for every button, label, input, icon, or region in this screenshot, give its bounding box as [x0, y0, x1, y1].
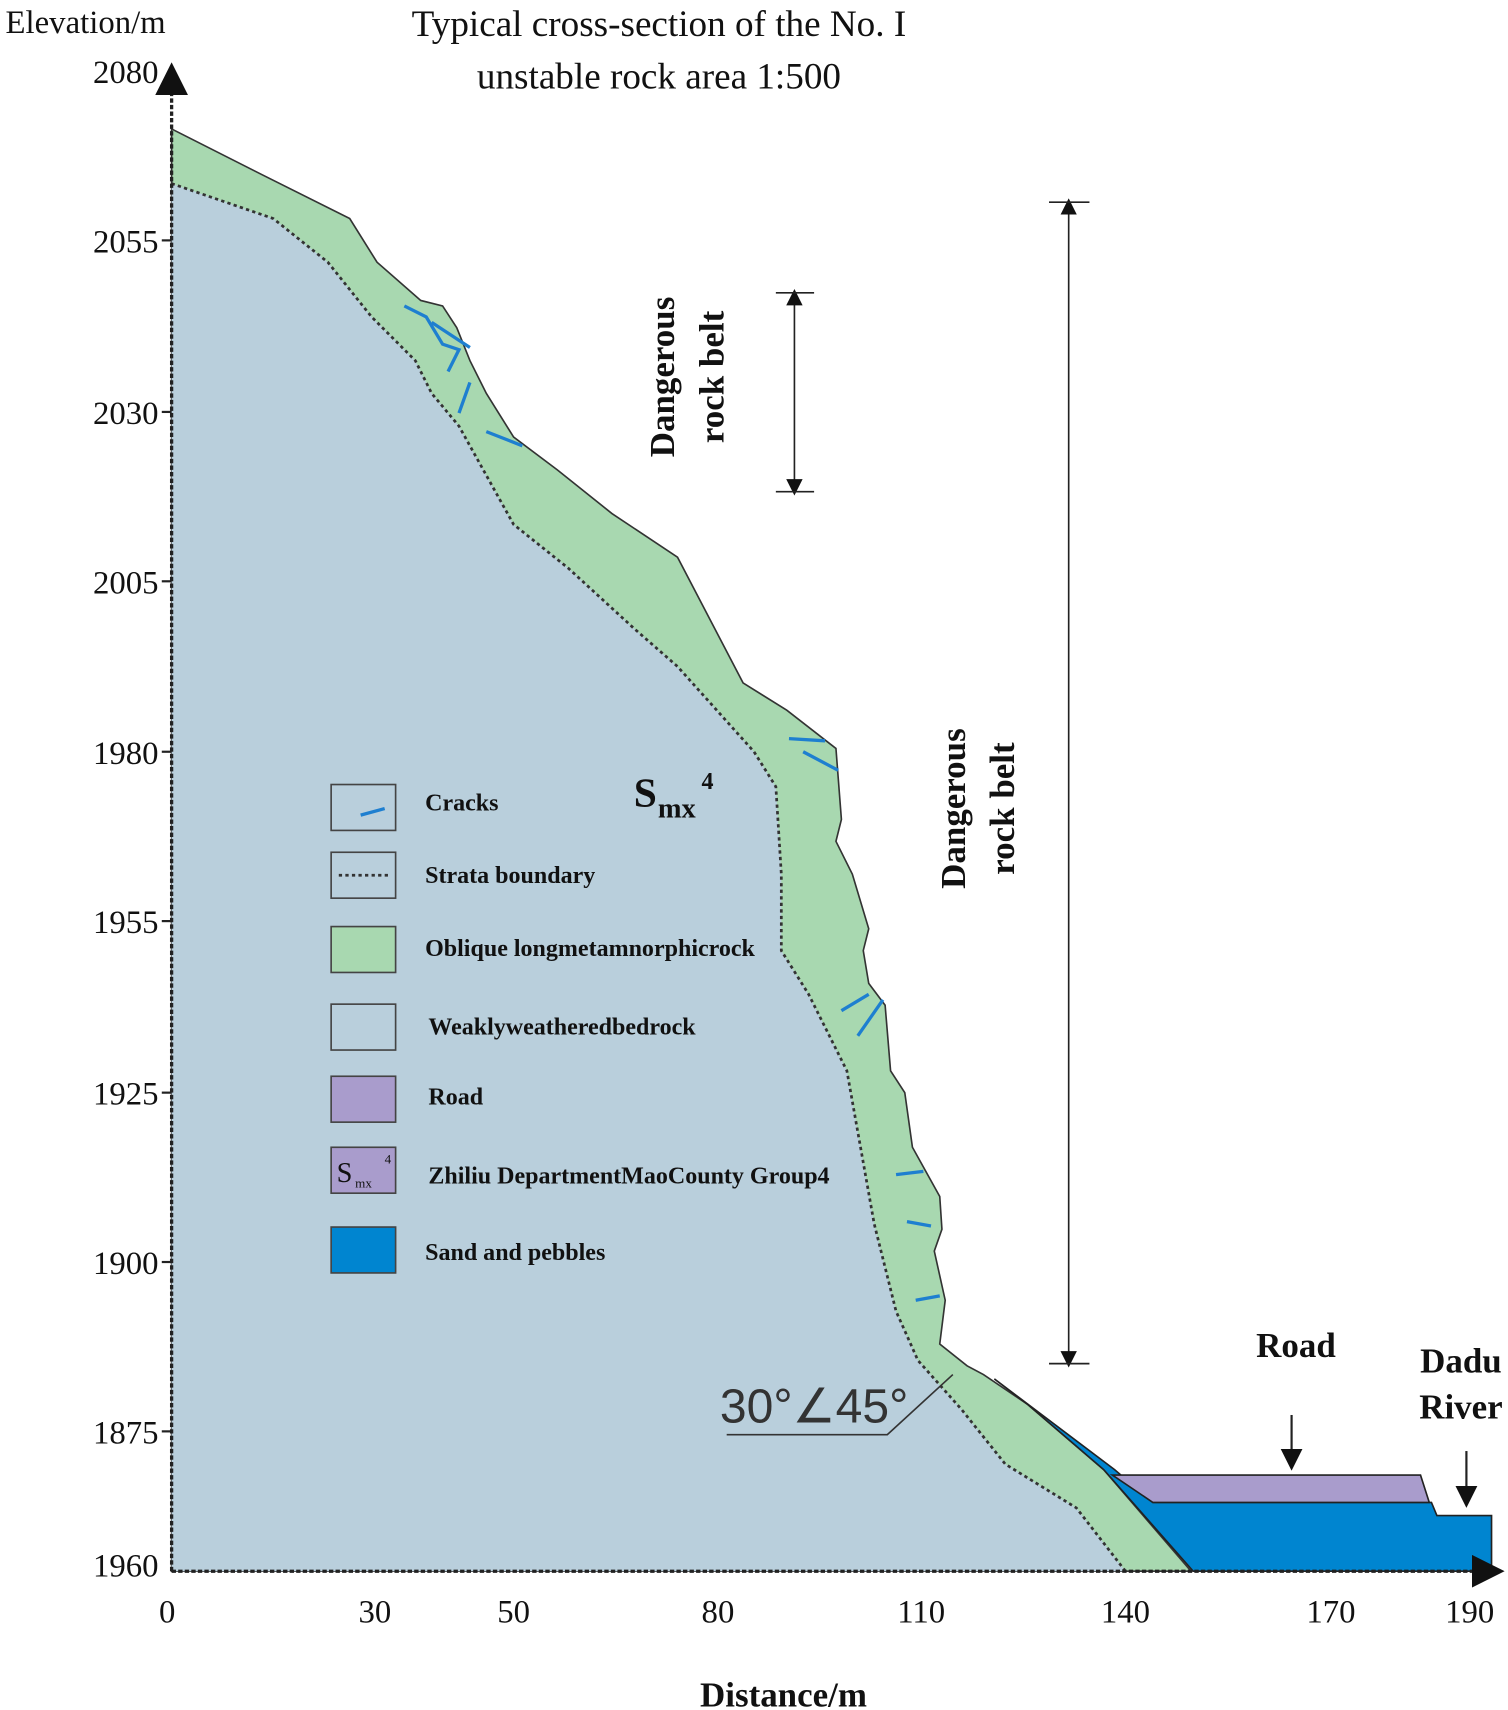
legend-label: Oblique longmetamnorphicrock [425, 936, 755, 962]
road [1109, 1474, 1431, 1504]
y-tick-label: 2030 [93, 396, 159, 432]
y-tick-label: 1925 [93, 1077, 159, 1113]
y-tick-label: 2080 [93, 55, 159, 91]
river-label: Dadu [1420, 1341, 1502, 1380]
road-label: Road [1256, 1326, 1336, 1365]
y-tick-label: 1960 [93, 1549, 159, 1585]
y-tick-label: 1955 [93, 905, 159, 941]
y-tick-marks [161, 239, 172, 1433]
river-label: River [1419, 1387, 1502, 1426]
formation-base: S [634, 769, 657, 815]
formation-sub: mx [658, 793, 697, 824]
legend [330, 783, 397, 1274]
y-tick-label: 1875 [93, 1415, 159, 1451]
legend-symbol-sub: mx [355, 1176, 372, 1191]
x-tick-label: 80 [702, 1595, 735, 1631]
legend-label: Road [428, 1085, 483, 1111]
belt-label: rock belt [692, 310, 731, 443]
legend-label: Weaklyweatheredbedrock [428, 1015, 696, 1041]
y-tick-label: 1900 [93, 1246, 159, 1282]
x-axis-label: Distance/m [700, 1676, 867, 1710]
x-tick-label: 190 [1445, 1595, 1494, 1631]
x-tick-label: 140 [1101, 1595, 1150, 1631]
x-tick-label: 50 [497, 1595, 530, 1631]
legend-symbol-sup: 4 [385, 1152, 392, 1167]
title-line: Typical cross-section of the No. I [412, 4, 907, 45]
legend-label: Sand and pebbles [425, 1240, 605, 1266]
title-line: unstable rock area 1:500 [477, 57, 841, 98]
y-tick-label: 1980 [93, 736, 159, 772]
cracks [403, 304, 941, 1302]
belt-label: rock belt [983, 742, 1022, 875]
bedrock [171, 183, 1126, 1572]
x-tick-label: 110 [897, 1595, 945, 1631]
legend-symbol-base: S [337, 1158, 353, 1189]
formation-sup: 4 [702, 769, 714, 795]
belt-label: Dangerous [934, 728, 973, 889]
x-tick-label: 170 [1306, 1595, 1355, 1631]
attitude: 30°∠45° [720, 1380, 908, 1434]
y-axis-label: Elevation/m [6, 5, 166, 41]
legend-label: Cracks [425, 791, 498, 817]
y-tick-label: 2005 [93, 565, 159, 601]
y-tick-label: 2055 [93, 224, 159, 260]
attitude-leader [726, 1373, 954, 1436]
belt-label: Dangerous [643, 297, 682, 458]
legend-label: Zhiliu DepartmentMaoCounty Group4 [428, 1163, 829, 1189]
legend-label: Strata boundary [425, 863, 595, 889]
strata-boundary [171, 182, 1127, 1573]
x-tick-label: 0 [159, 1595, 175, 1631]
x-tick-label: 30 [358, 1595, 391, 1631]
